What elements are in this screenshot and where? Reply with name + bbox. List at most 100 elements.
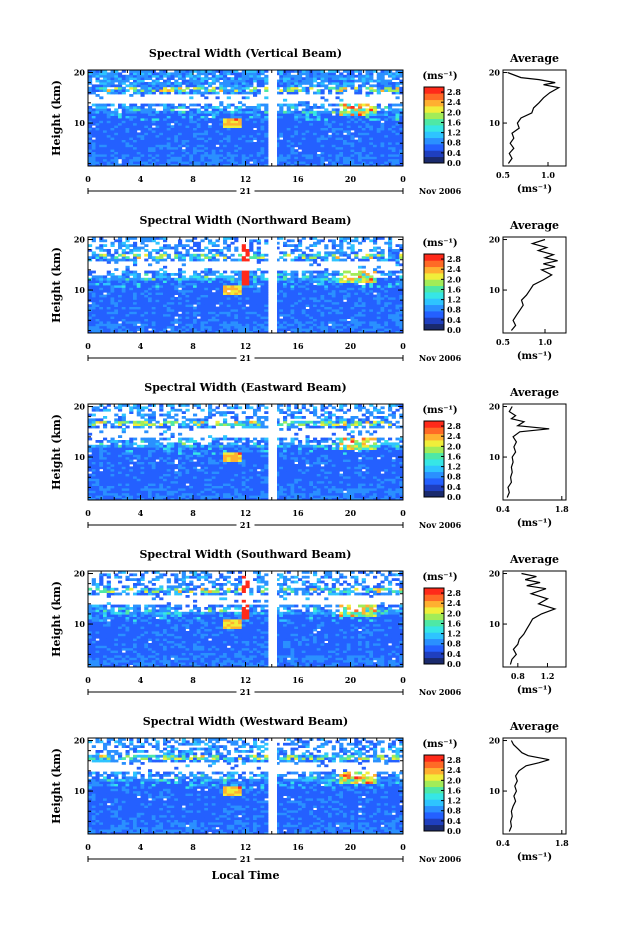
- colorbar-swatch: [424, 780, 444, 788]
- colorbar-tick-label: 0.0: [447, 158, 461, 168]
- profile-frame: [502, 236, 567, 334]
- colorbar-swatch: [424, 304, 444, 312]
- average-profile: Average 10 20 0.4 1.8(ms⁻¹): [489, 720, 569, 863]
- profile-title: Average: [509, 720, 559, 733]
- data-gap: [269, 237, 277, 333]
- profile-y-tick-label: 20: [489, 569, 501, 579]
- x-tick-label: 0: [85, 174, 91, 184]
- y-axis-label: Height (km): [50, 414, 63, 490]
- colorbar-swatch: [424, 645, 444, 652]
- colorbar-tick-label: 2.4: [447, 97, 461, 107]
- date-label: Nov 2006: [419, 854, 462, 864]
- date-label: Nov 2006: [419, 186, 462, 196]
- x-tick-label: 0: [85, 508, 91, 518]
- colorbar-swatch: [424, 619, 444, 627]
- colorbar-swatch: [424, 774, 444, 781]
- colorbar-tick-label: 0.8: [447, 138, 461, 148]
- x-tick-label: 4: [138, 174, 144, 184]
- panel-1: Spectral Width (Vertical Beam) 10 20 Height…: [50, 47, 567, 196]
- profile-title: Average: [509, 553, 559, 566]
- profile-x-tick-label: 0.8: [511, 671, 525, 681]
- colorbar: [424, 421, 444, 498]
- x-tick-label: 16: [292, 842, 304, 852]
- colorbar-swatch: [424, 156, 444, 164]
- date-label: Nov 2006: [419, 520, 462, 530]
- profile-y-tick-label: 10: [489, 285, 501, 295]
- profile-x-tick-label: 0.4: [496, 838, 510, 848]
- x-tick-label: 4: [138, 508, 144, 518]
- profile-line: [508, 740, 550, 832]
- colorbar-swatch: [424, 311, 444, 318]
- x-tick-label: 0: [400, 174, 406, 184]
- x-tick-label: 0: [400, 675, 406, 685]
- colorbar-tick-label: 2.4: [447, 264, 461, 274]
- colorbar-tick-label: 0.4: [447, 482, 461, 492]
- colorbar-tick-label: 1.2: [447, 462, 461, 472]
- x-tick-label: 16: [292, 508, 304, 518]
- x-tick-label: 0: [400, 341, 406, 351]
- colorbar-unit: (ms⁻¹): [422, 572, 457, 583]
- x-tick-label: 12: [240, 675, 251, 685]
- colorbar-swatch: [424, 459, 444, 466]
- x-tick-label: 8: [190, 174, 196, 184]
- y-tick-label: 10: [74, 118, 86, 128]
- panel-title: Spectral Width (Eastward Beam): [144, 381, 346, 394]
- panel-2: Spectral Width (Northward Beam) 10 20 Heigh…: [50, 214, 567, 363]
- colorbar-swatch: [424, 131, 444, 139]
- colorbar-tick-label: 2.8: [447, 254, 461, 264]
- panel-3: Spectral Width (Eastward Beam) 10 20 Height…: [50, 381, 569, 530]
- colorbar-swatch: [424, 471, 444, 479]
- x-tick-label: 4: [138, 675, 144, 685]
- colorbar-swatch: [424, 600, 444, 608]
- colorbar-swatch: [424, 106, 444, 113]
- average-profile: Average 10 20 0.8 1.2 (ms⁻¹): [489, 553, 567, 696]
- y-axis-label: Height (km): [50, 80, 63, 156]
- date-bar-gap: [236, 520, 255, 530]
- colorbar-swatch: [424, 786, 444, 794]
- colorbar-tick-label: 0.4: [447, 315, 461, 325]
- colorbar-swatch: [424, 446, 444, 454]
- profile-x-tick-label: 1.2: [541, 671, 555, 681]
- colorbar-swatch: [424, 490, 444, 498]
- colorbar-swatch: [424, 144, 444, 151]
- date-bar-gap: [236, 186, 255, 196]
- heatmap-cells: [88, 70, 404, 167]
- colorbar-unit: (ms⁻¹): [422, 71, 457, 82]
- x-tick-label: 20: [345, 508, 357, 518]
- colorbar-swatch: [424, 824, 444, 832]
- colorbar-swatch: [424, 613, 444, 621]
- colorbar-swatch: [424, 317, 444, 325]
- colorbar-tick-label: 0.4: [447, 148, 461, 158]
- panel-title: Spectral Width (Vertical Beam): [149, 47, 342, 60]
- x-tick-label: 16: [292, 341, 304, 351]
- colorbar-swatch: [424, 588, 444, 595]
- x-tick-label: 8: [190, 842, 196, 852]
- date-day-label: 21: [240, 520, 251, 530]
- date-label: Nov 2006: [419, 687, 462, 697]
- colorbar-swatch: [424, 607, 444, 614]
- profile-frame: [502, 69, 567, 167]
- colorbar-swatch: [424, 87, 444, 94]
- profile-line: [506, 406, 550, 498]
- profile-y-tick-label: 10: [489, 786, 501, 796]
- colorbar-tick-label: 2.8: [447, 755, 461, 765]
- colorbar-tick-label: 1.2: [447, 295, 461, 305]
- colorbar-tick-label: 1.6: [447, 451, 461, 461]
- colorbar-swatch: [424, 793, 444, 800]
- profile-title: Average: [509, 219, 559, 232]
- profile-x-tick-label: 0.4: [496, 504, 510, 514]
- panel-5: Spectral Width (Westward Beam) 10 20 Height…: [50, 715, 569, 864]
- profile-x-tick-label: 1.8: [555, 504, 569, 514]
- colorbar-swatch: [424, 651, 444, 659]
- data-gap: [269, 404, 277, 500]
- colorbar-tick-label: 1.2: [447, 629, 461, 639]
- profile-y-tick-label: 10: [489, 452, 501, 462]
- colorbar-tick-label: 0.0: [447, 325, 461, 335]
- heatmap-cells: [88, 237, 404, 334]
- colorbar-swatch: [424, 427, 444, 435]
- colorbar-tick-label: 1.6: [447, 117, 461, 127]
- y-tick-label: 20: [74, 569, 86, 579]
- x-tick-label: 20: [345, 174, 357, 184]
- y-tick-label: 10: [74, 786, 86, 796]
- heatmap-cells: [88, 738, 404, 835]
